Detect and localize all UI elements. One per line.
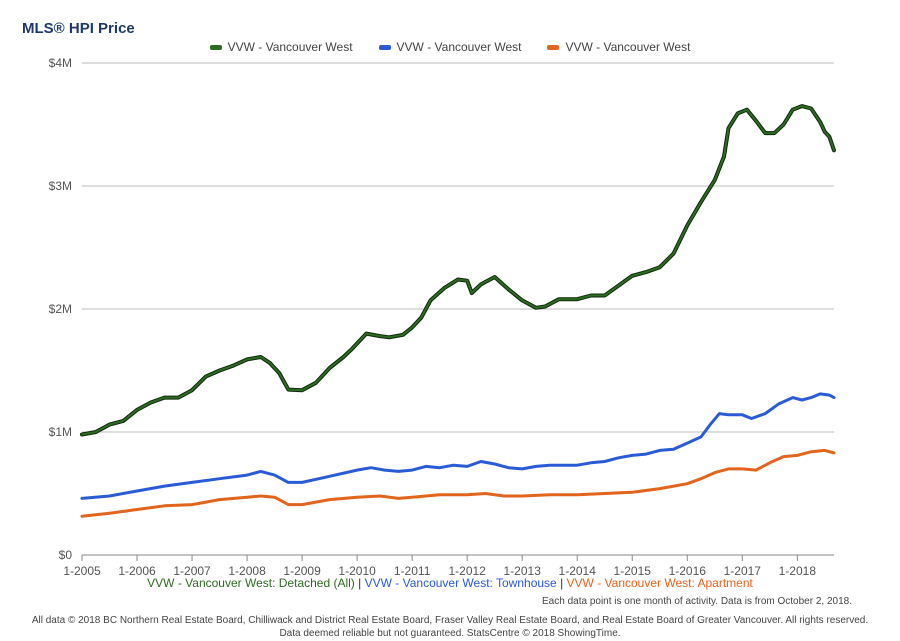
line-chart: $0 $1M $2M $3M $4M 1-2005 1-2006 1-2007 1-2008 1-… [49, 56, 836, 575]
series-line-outline-detached [80, 104, 836, 437]
x-tick-label: 1-2010 [338, 564, 376, 575]
caption-apartment: VVW - Vancouver West: Apartment [566, 576, 753, 590]
footer-line-2: Data deemed reliable but not guaranteed.… [279, 628, 621, 639]
x-tick-label: 1-2008 [228, 564, 266, 575]
x-tick-label: 1-2014 [559, 564, 597, 575]
legend-item-apartment[interactable]: VVW - Vancouver West [547, 40, 690, 54]
legend-label-apartment: VVW - Vancouver West [565, 40, 691, 54]
y-tick-label: $3M [49, 179, 72, 193]
x-tick-label: 1-2009 [283, 564, 321, 575]
data-note: Each data point is one month of activity… [542, 596, 852, 607]
series-line-townhouse [80, 392, 836, 500]
copyright-footer: All data © 2018 BC Northern Real Estate … [0, 614, 900, 640]
x-tick-label: 1-2012 [448, 564, 486, 575]
y-tick-label: $0 [59, 548, 73, 562]
legend: VVW - Vancouver West VVW - Vancouver Wes… [0, 40, 900, 54]
legend-swatch-townhouse [378, 44, 391, 50]
series-line-apartment [80, 448, 836, 518]
x-tick-label: 1-2007 [173, 564, 211, 575]
x-tick-label: 1-2016 [669, 564, 707, 575]
x-tick-label: 1-2017 [724, 564, 762, 575]
series-line-detached [81, 105, 835, 436]
legend-item-detached[interactable]: VVW - Vancouver West [209, 40, 353, 54]
x-tick-label: 1-2018 [779, 564, 817, 575]
x-tick-label: 1-2011 [394, 564, 431, 575]
y-tick-label: $4M [49, 56, 72, 70]
caption-townhouse: VVW - Vancouver West: Townhouse [364, 576, 557, 590]
legend-label-detached: VVW - Vancouver West [227, 40, 353, 54]
footer-line-1: All data © 2018 BC Northern Real Estate … [31, 615, 869, 626]
caption-separator: | [560, 576, 564, 590]
legend-swatch-detached [209, 44, 222, 50]
legend-label-townhouse: VVW - Vancouver West [396, 40, 522, 54]
y-tick-label: $2M [49, 302, 72, 316]
x-tick-label: 1-2013 [504, 564, 542, 575]
series-caption: VVW - Vancouver West: Detached (All) | V… [0, 576, 900, 590]
caption-detached: VVW - Vancouver West: Detached (All) [147, 576, 355, 590]
legend-item-townhouse[interactable]: VVW - Vancouver West [378, 40, 522, 54]
chart-title: MLS® HPI Price [22, 20, 135, 37]
x-tick-label: 1-2015 [614, 564, 652, 575]
x-tick-label: 1-2005 [63, 564, 101, 575]
legend-swatch-apartment [547, 44, 560, 50]
x-tick-label: 1-2006 [118, 564, 156, 575]
caption-separator: | [358, 576, 362, 590]
y-tick-label: $1M [49, 425, 72, 439]
